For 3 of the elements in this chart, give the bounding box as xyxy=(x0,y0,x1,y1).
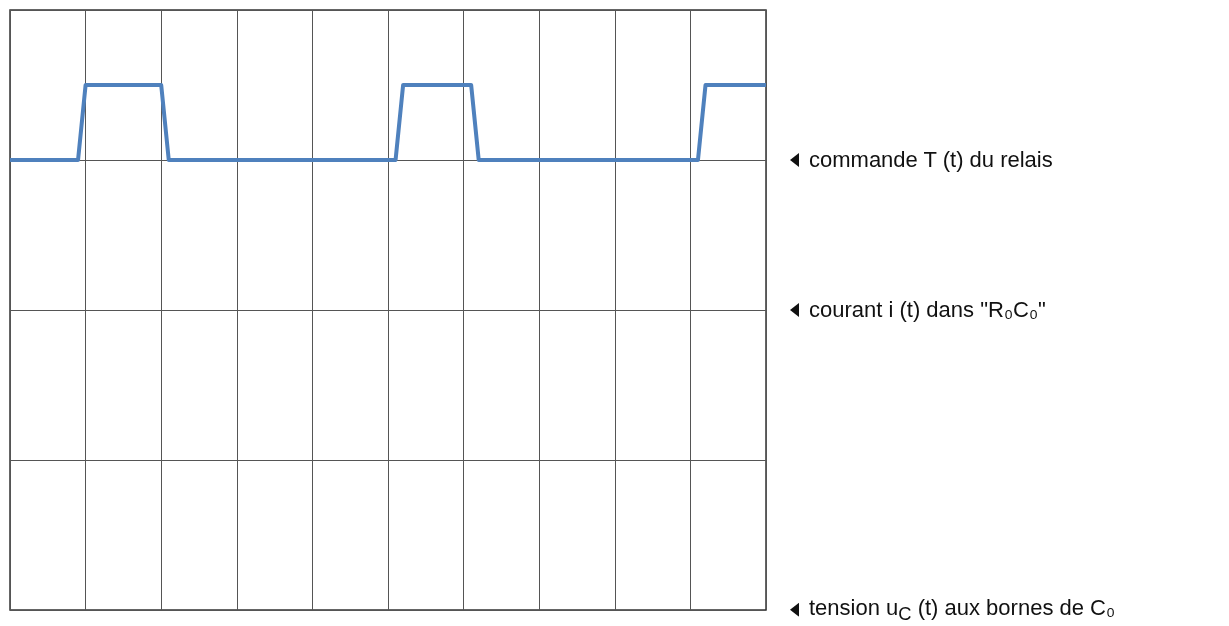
text: commande T (t) du relais xyxy=(809,147,1053,173)
text: courant i (t) dans "R₀C₀" xyxy=(809,297,1046,323)
text: tension u$_{C}$ (t) aux bornes de C₀ xyxy=(809,594,1116,626)
